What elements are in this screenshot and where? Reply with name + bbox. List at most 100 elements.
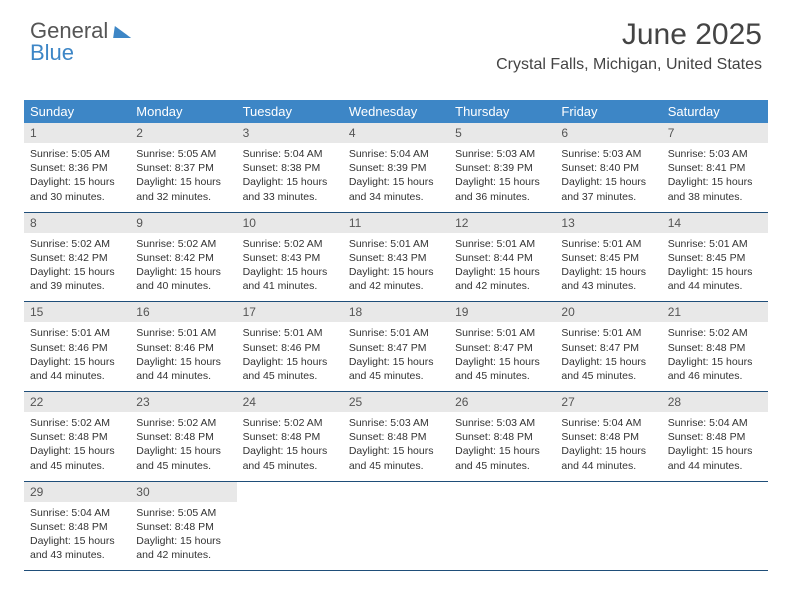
calendar: SundayMondayTuesdayWednesdayThursdayFrid… [24,100,768,571]
sunset-text: Sunset: 8:45 PM [561,251,655,265]
day-body: Sunrise: 5:05 AMSunset: 8:37 PMDaylight:… [130,143,236,212]
daylight-text-2: and 43 minutes. [30,548,124,562]
sunset-text: Sunset: 8:48 PM [668,430,762,444]
sunrise-text: Sunrise: 5:02 AM [30,237,124,251]
day-number: 15 [24,302,130,322]
day-body: Sunrise: 5:01 AMSunset: 8:46 PMDaylight:… [237,322,343,391]
day-number: 24 [237,392,343,412]
day-cell: 10Sunrise: 5:02 AMSunset: 8:43 PMDayligh… [237,213,343,302]
day-cell: 12Sunrise: 5:01 AMSunset: 8:44 PMDayligh… [449,213,555,302]
daylight-text-2: and 33 minutes. [243,190,337,204]
sunset-text: Sunset: 8:48 PM [136,520,230,534]
day-body: Sunrise: 5:02 AMSunset: 8:48 PMDaylight:… [24,412,130,481]
daylight-text-1: Daylight: 15 hours [30,444,124,458]
day-number: 18 [343,302,449,322]
day-cell: 23Sunrise: 5:02 AMSunset: 8:48 PMDayligh… [130,392,236,481]
day-cell: 24Sunrise: 5:02 AMSunset: 8:48 PMDayligh… [237,392,343,481]
day-body: Sunrise: 5:01 AMSunset: 8:45 PMDaylight:… [555,233,661,302]
day-body: Sunrise: 5:02 AMSunset: 8:48 PMDaylight:… [237,412,343,481]
day-number: 17 [237,302,343,322]
brand-part2: Blue [30,42,74,64]
sunset-text: Sunset: 8:46 PM [30,341,124,355]
sunset-text: Sunset: 8:41 PM [668,161,762,175]
dow-header-wednesday: Wednesday [343,100,449,123]
daylight-text-2: and 43 minutes. [561,279,655,293]
brand-triangle-icon [113,26,133,38]
week-row: 8Sunrise: 5:02 AMSunset: 8:42 PMDaylight… [24,213,768,303]
week-row: 15Sunrise: 5:01 AMSunset: 8:46 PMDayligh… [24,302,768,392]
day-number: 21 [662,302,768,322]
sunrise-text: Sunrise: 5:02 AM [243,416,337,430]
dow-header-saturday: Saturday [662,100,768,123]
daylight-text-1: Daylight: 15 hours [243,265,337,279]
daylight-text-1: Daylight: 15 hours [455,444,549,458]
day-cell: 14Sunrise: 5:01 AMSunset: 8:45 PMDayligh… [662,213,768,302]
sunrise-text: Sunrise: 5:03 AM [561,147,655,161]
day-body: Sunrise: 5:01 AMSunset: 8:44 PMDaylight:… [449,233,555,302]
sunset-text: Sunset: 8:48 PM [136,430,230,444]
day-body: Sunrise: 5:01 AMSunset: 8:47 PMDaylight:… [343,322,449,391]
sunrise-text: Sunrise: 5:01 AM [30,326,124,340]
daylight-text-1: Daylight: 15 hours [349,444,443,458]
day-number: 30 [130,482,236,502]
day-cell: 20Sunrise: 5:01 AMSunset: 8:47 PMDayligh… [555,302,661,391]
daylight-text-2: and 40 minutes. [136,279,230,293]
daylight-text-1: Daylight: 15 hours [349,175,443,189]
day-cell: . [449,482,555,571]
daylight-text-1: Daylight: 15 hours [349,355,443,369]
day-cell: 18Sunrise: 5:01 AMSunset: 8:47 PMDayligh… [343,302,449,391]
day-number: 23 [130,392,236,412]
daylight-text-2: and 34 minutes. [349,190,443,204]
sunrise-text: Sunrise: 5:01 AM [136,326,230,340]
day-number: 9 [130,213,236,233]
day-body: Sunrise: 5:04 AMSunset: 8:38 PMDaylight:… [237,143,343,212]
day-number: 25 [343,392,449,412]
daylight-text-1: Daylight: 15 hours [136,355,230,369]
day-body: Sunrise: 5:02 AMSunset: 8:43 PMDaylight:… [237,233,343,302]
sunrise-text: Sunrise: 5:04 AM [349,147,443,161]
day-cell: 27Sunrise: 5:04 AMSunset: 8:48 PMDayligh… [555,392,661,481]
day-number: 14 [662,213,768,233]
daylight-text-1: Daylight: 15 hours [668,355,762,369]
sunrise-text: Sunrise: 5:01 AM [455,326,549,340]
sunset-text: Sunset: 8:46 PM [136,341,230,355]
sunset-text: Sunset: 8:45 PM [668,251,762,265]
sunset-text: Sunset: 8:47 PM [561,341,655,355]
day-body: Sunrise: 5:03 AMSunset: 8:39 PMDaylight:… [449,143,555,212]
sunset-text: Sunset: 8:47 PM [455,341,549,355]
daylight-text-2: and 41 minutes. [243,279,337,293]
sunrise-text: Sunrise: 5:01 AM [243,326,337,340]
day-number: 11 [343,213,449,233]
sunset-text: Sunset: 8:40 PM [561,161,655,175]
day-number: 20 [555,302,661,322]
daylight-text-2: and 37 minutes. [561,190,655,204]
sunrise-text: Sunrise: 5:01 AM [561,326,655,340]
week-row: 22Sunrise: 5:02 AMSunset: 8:48 PMDayligh… [24,392,768,482]
sunset-text: Sunset: 8:48 PM [349,430,443,444]
daylight-text-2: and 42 minutes. [349,279,443,293]
sunrise-text: Sunrise: 5:04 AM [561,416,655,430]
daylight-text-2: and 36 minutes. [455,190,549,204]
sunset-text: Sunset: 8:38 PM [243,161,337,175]
day-cell: 17Sunrise: 5:01 AMSunset: 8:46 PMDayligh… [237,302,343,391]
daylight-text-1: Daylight: 15 hours [243,444,337,458]
day-cell: 22Sunrise: 5:02 AMSunset: 8:48 PMDayligh… [24,392,130,481]
daylight-text-2: and 45 minutes. [30,459,124,473]
day-cell: 29Sunrise: 5:04 AMSunset: 8:48 PMDayligh… [24,482,130,571]
day-body: Sunrise: 5:01 AMSunset: 8:47 PMDaylight:… [449,322,555,391]
day-body: Sunrise: 5:02 AMSunset: 8:42 PMDaylight:… [24,233,130,302]
day-body: Sunrise: 5:05 AMSunset: 8:36 PMDaylight:… [24,143,130,212]
sunset-text: Sunset: 8:48 PM [243,430,337,444]
sunrise-text: Sunrise: 5:05 AM [136,506,230,520]
day-cell: 15Sunrise: 5:01 AMSunset: 8:46 PMDayligh… [24,302,130,391]
daylight-text-1: Daylight: 15 hours [30,265,124,279]
daylight-text-1: Daylight: 15 hours [455,355,549,369]
sunrise-text: Sunrise: 5:02 AM [136,237,230,251]
day-body: Sunrise: 5:01 AMSunset: 8:43 PMDaylight:… [343,233,449,302]
calendar-weeks: 1Sunrise: 5:05 AMSunset: 8:36 PMDaylight… [24,123,768,571]
day-number: 27 [555,392,661,412]
sunset-text: Sunset: 8:43 PM [349,251,443,265]
day-body: Sunrise: 5:04 AMSunset: 8:48 PMDaylight:… [662,412,768,481]
day-cell: 7Sunrise: 5:03 AMSunset: 8:41 PMDaylight… [662,123,768,212]
day-body: Sunrise: 5:02 AMSunset: 8:48 PMDaylight:… [662,322,768,391]
